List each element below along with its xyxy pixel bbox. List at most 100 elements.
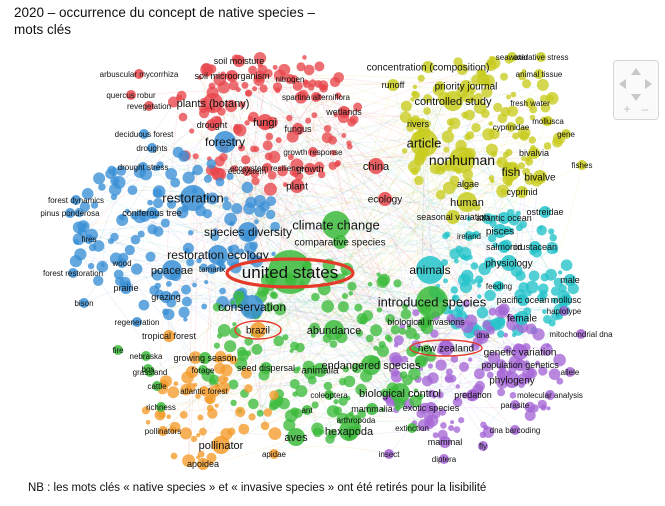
keyword-node[interactable] [238, 101, 246, 108]
keyword-node[interactable] [179, 411, 188, 419]
keyword-node-rivers[interactable] [412, 118, 424, 130]
keyword-node[interactable] [479, 431, 487, 438]
keyword-node-extinction[interactable] [407, 423, 417, 433]
keyword-node[interactable] [421, 375, 433, 387]
keyword-node[interactable] [182, 242, 194, 254]
keyword-node[interactable] [334, 92, 342, 99]
keyword-node-soil-microorganism[interactable] [226, 70, 238, 82]
keyword-node[interactable] [178, 112, 188, 122]
keyword-node[interactable] [429, 162, 442, 175]
keyword-node[interactable] [418, 366, 424, 371]
keyword-node[interactable] [110, 176, 120, 186]
keyword-node[interactable] [253, 52, 267, 65]
keyword-node[interactable] [515, 116, 525, 125]
keyword-node[interactable] [212, 302, 222, 312]
keyword-node-poaceae[interactable] [162, 260, 182, 280]
keyword-node[interactable] [262, 140, 273, 151]
keyword-node[interactable] [214, 403, 219, 408]
keyword-node-drought-stress[interactable] [138, 162, 148, 172]
keyword-node[interactable] [264, 302, 274, 312]
keyword-node[interactable] [536, 78, 549, 91]
keyword-node[interactable] [461, 392, 468, 399]
keyword-node[interactable] [353, 102, 363, 112]
keyword-node[interactable] [543, 142, 552, 150]
keyword-node[interactable] [314, 61, 325, 72]
keyword-node-tropical-forest[interactable] [163, 330, 175, 342]
keyword-node[interactable] [303, 64, 315, 76]
keyword-node-spartina-alterniflora[interactable] [311, 92, 321, 102]
keyword-node[interactable] [196, 257, 202, 264]
keyword-node[interactable] [252, 86, 258, 92]
keyword-node[interactable] [292, 408, 303, 418]
keyword-node[interactable] [423, 107, 431, 115]
keyword-node-diptera[interactable] [439, 454, 449, 464]
keyword-node-runoff[interactable] [387, 79, 399, 91]
keyword-node[interactable] [311, 112, 318, 119]
keyword-node[interactable] [263, 408, 273, 417]
keyword-node[interactable] [532, 328, 545, 341]
keyword-node-nitrogen[interactable] [285, 74, 295, 84]
keyword-node[interactable] [540, 343, 553, 356]
keyword-node[interactable] [206, 192, 219, 205]
keyword-node-revegetation[interactable] [144, 101, 154, 111]
keyword-node[interactable] [166, 414, 171, 420]
keyword-node-biological-invasions[interactable] [420, 316, 432, 328]
keyword-node[interactable] [210, 232, 220, 242]
keyword-node[interactable] [417, 393, 424, 400]
keyword-node[interactable] [254, 205, 266, 218]
keyword-node[interactable] [87, 262, 95, 270]
keyword-node[interactable] [460, 253, 467, 260]
keyword-node[interactable] [311, 401, 319, 409]
keyword-node[interactable] [492, 317, 505, 330]
keyword-node-article[interactable] [410, 129, 438, 157]
keyword-node[interactable] [546, 406, 551, 411]
keyword-node[interactable] [422, 119, 431, 129]
keyword-node[interactable] [206, 159, 217, 169]
keyword-node[interactable] [296, 62, 306, 72]
keyword-node[interactable] [480, 109, 490, 118]
keyword-node[interactable] [251, 177, 260, 186]
keyword-node[interactable] [558, 270, 563, 275]
keyword-node[interactable] [180, 384, 192, 396]
keyword-node-phylogeny[interactable] [504, 372, 520, 388]
keyword-node[interactable] [492, 242, 499, 249]
keyword-node-genetic-variation[interactable] [512, 344, 528, 360]
keyword-node[interactable] [314, 161, 325, 173]
keyword-node[interactable] [393, 279, 402, 288]
keyword-node[interactable] [453, 426, 461, 433]
keyword-node[interactable] [178, 306, 190, 318]
keyword-node[interactable] [524, 173, 536, 185]
keyword-node[interactable] [410, 97, 415, 102]
keyword-node[interactable] [467, 254, 473, 260]
keyword-node-molecular-analysis[interactable] [545, 390, 555, 400]
keyword-node[interactable] [257, 64, 268, 75]
keyword-node-ant[interactable] [302, 405, 312, 415]
keyword-node-bison[interactable] [79, 298, 89, 308]
keyword-node[interactable] [192, 153, 199, 160]
keyword-node[interactable] [69, 255, 82, 268]
keyword-node[interactable] [482, 74, 495, 88]
keyword-node[interactable] [226, 172, 234, 180]
keyword-node[interactable] [110, 232, 119, 242]
keyword-node[interactable] [517, 126, 531, 140]
keyword-node-brazil[interactable] [250, 322, 266, 338]
keyword-node-forage[interactable] [198, 365, 208, 375]
keyword-node[interactable] [208, 461, 213, 466]
keyword-node[interactable] [487, 351, 501, 364]
keyword-node[interactable] [399, 323, 406, 330]
keyword-node[interactable] [337, 301, 349, 313]
keyword-node[interactable] [449, 117, 461, 129]
keyword-node-growth-response[interactable] [308, 147, 318, 157]
keyword-node[interactable] [166, 199, 177, 209]
keyword-node[interactable] [427, 389, 436, 398]
keyword-node[interactable] [238, 144, 245, 152]
keyword-node[interactable] [413, 388, 419, 393]
keyword-node[interactable] [199, 263, 208, 272]
keyword-node-cyprinidae[interactable] [506, 122, 516, 132]
keyword-node[interactable] [93, 172, 106, 185]
keyword-node[interactable] [497, 113, 508, 124]
keyword-node[interactable] [283, 419, 296, 432]
keyword-node[interactable] [401, 355, 408, 363]
keyword-node-hexapoda[interactable] [339, 421, 359, 441]
keyword-node-ostreidae[interactable] [539, 206, 551, 218]
